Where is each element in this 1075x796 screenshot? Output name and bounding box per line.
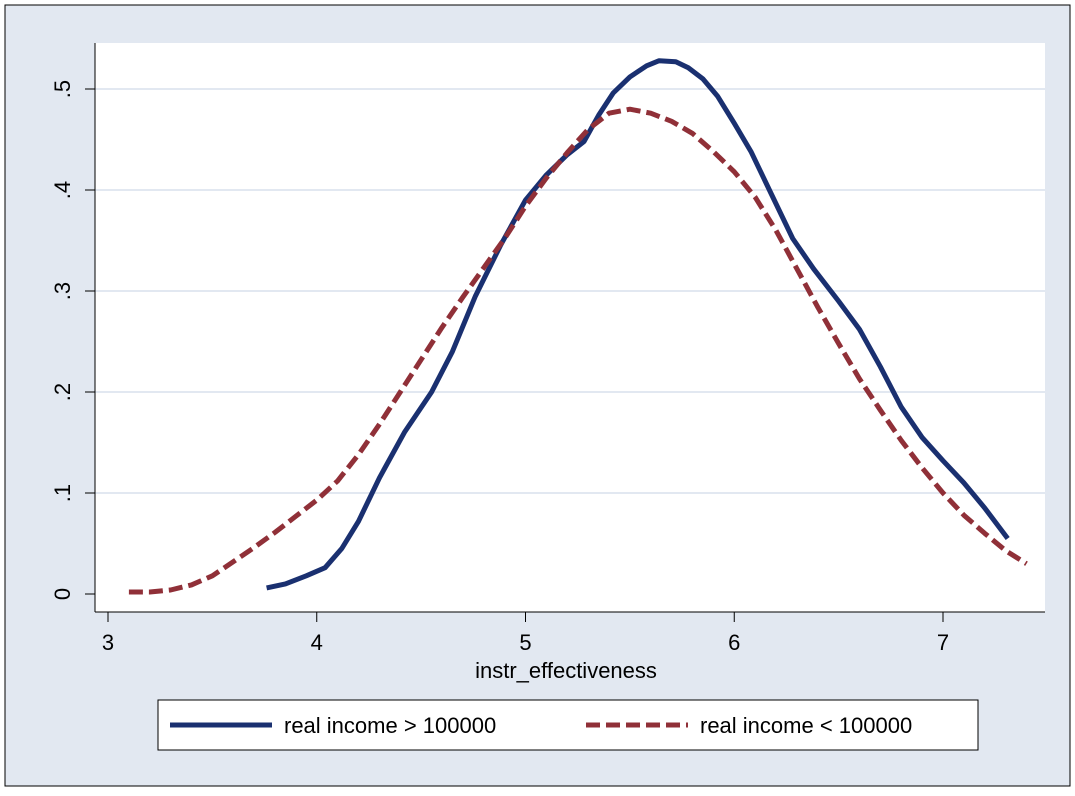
y-tick-label: .4 [50,181,75,199]
y-tick-label: .5 [50,80,75,98]
x-tick-label: 3 [102,630,114,655]
x-tick-label: 6 [728,630,740,655]
y-tick-label: .3 [50,282,75,300]
legend-label-1: real income > 100000 [284,713,496,738]
x-axis-title: instr_effectiveness [475,658,657,683]
legend-label-2: real income < 100000 [700,713,912,738]
legend: real income > 100000 real income < 100000 [157,699,979,751]
series-line-1 [266,58,1010,591]
series-layer [128,58,1028,595]
x-axis-ticks: 3 4 5 6 7 [102,612,949,655]
x-tick-label: 5 [519,630,531,655]
y-tick-label: .2 [50,383,75,401]
y-tick-label: .1 [50,484,75,502]
y-tick-label: 0 [50,588,75,600]
gridlines [95,88,1045,494]
plot-area [95,43,1045,612]
x-tick-label: 7 [937,630,949,655]
y-axis-ticks: 0 .1 .2 .3 .4 .5 [50,80,95,600]
axes [94,43,1045,613]
x-tick-label: 4 [311,630,323,655]
legend-box [157,699,979,751]
series-line-2 [128,106,1028,595]
